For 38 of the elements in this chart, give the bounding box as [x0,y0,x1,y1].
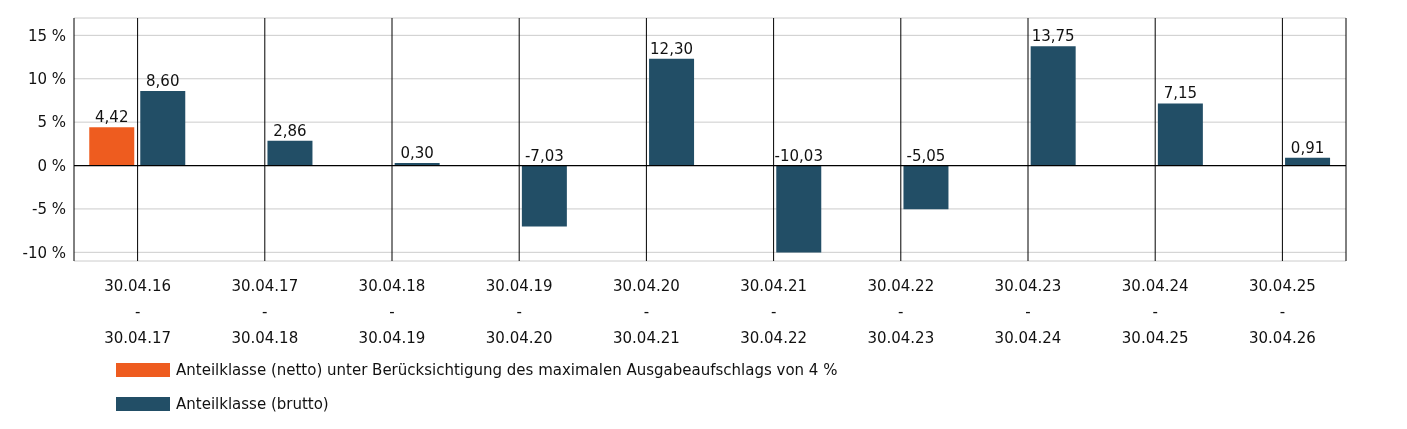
data-label: 12,30 [650,39,694,58]
x-tick-label: 30.04.23 - 30.04.24 [994,277,1062,347]
x-tick-label: 30.04.19 - 30.04.20 [485,277,553,347]
data-label: 13,75 [1031,27,1075,46]
bar [649,58,695,166]
x-tick-label: 30.04.17 - 30.04.18 [231,277,299,347]
data-label: 0,91 [1290,138,1325,157]
bar [89,127,135,166]
y-tick-label: 0 % [37,156,66,175]
data-label: -10,03 [774,146,823,165]
x-tick-label: 30.04.24 - 30.04.25 [1121,277,1189,347]
bar [521,165,567,227]
data-label: 8,60 [146,71,180,90]
y-tick-label: 10 % [27,70,66,89]
bar [776,165,822,253]
x-tick-label: 30.04.25 - 30.04.26 [1249,277,1316,347]
data-label: -7,03 [524,146,564,165]
y-tick-label: -10 % [22,243,66,262]
x-tick-label: 30.04.22 - 30.04.23 [867,277,935,347]
data-label: 2,86 [273,121,307,140]
bar [1157,103,1203,166]
x-tick-label: 30.04.20 - 30.04.21 [613,277,680,347]
bar [1030,46,1076,166]
y-tick-label: -5 % [32,200,66,219]
legend-label: Anteilklasse (netto) unter Berücksichtigung des maximalen Ausgabeaufschlags von 4 % [176,361,838,379]
data-label: 7,15 [1163,84,1198,103]
bar [903,165,949,210]
y-tick-label: 15 % [27,26,66,45]
x-tick-label: 30.04.18 - 30.04.19 [358,277,426,347]
y-tick-label: 5 % [37,113,66,132]
x-tick-label: 30.04.16 - 30.04.17 [104,277,171,347]
legend-label: Anteilklasse (brutto) [176,395,329,413]
data-label: -5,05 [906,146,946,165]
data-label: 4,42 [95,108,129,127]
data-label: 0,30 [400,143,434,162]
bar [267,140,313,166]
x-tick-label: 30.04.21 - 30.04.22 [740,277,807,347]
bar [140,90,186,166]
